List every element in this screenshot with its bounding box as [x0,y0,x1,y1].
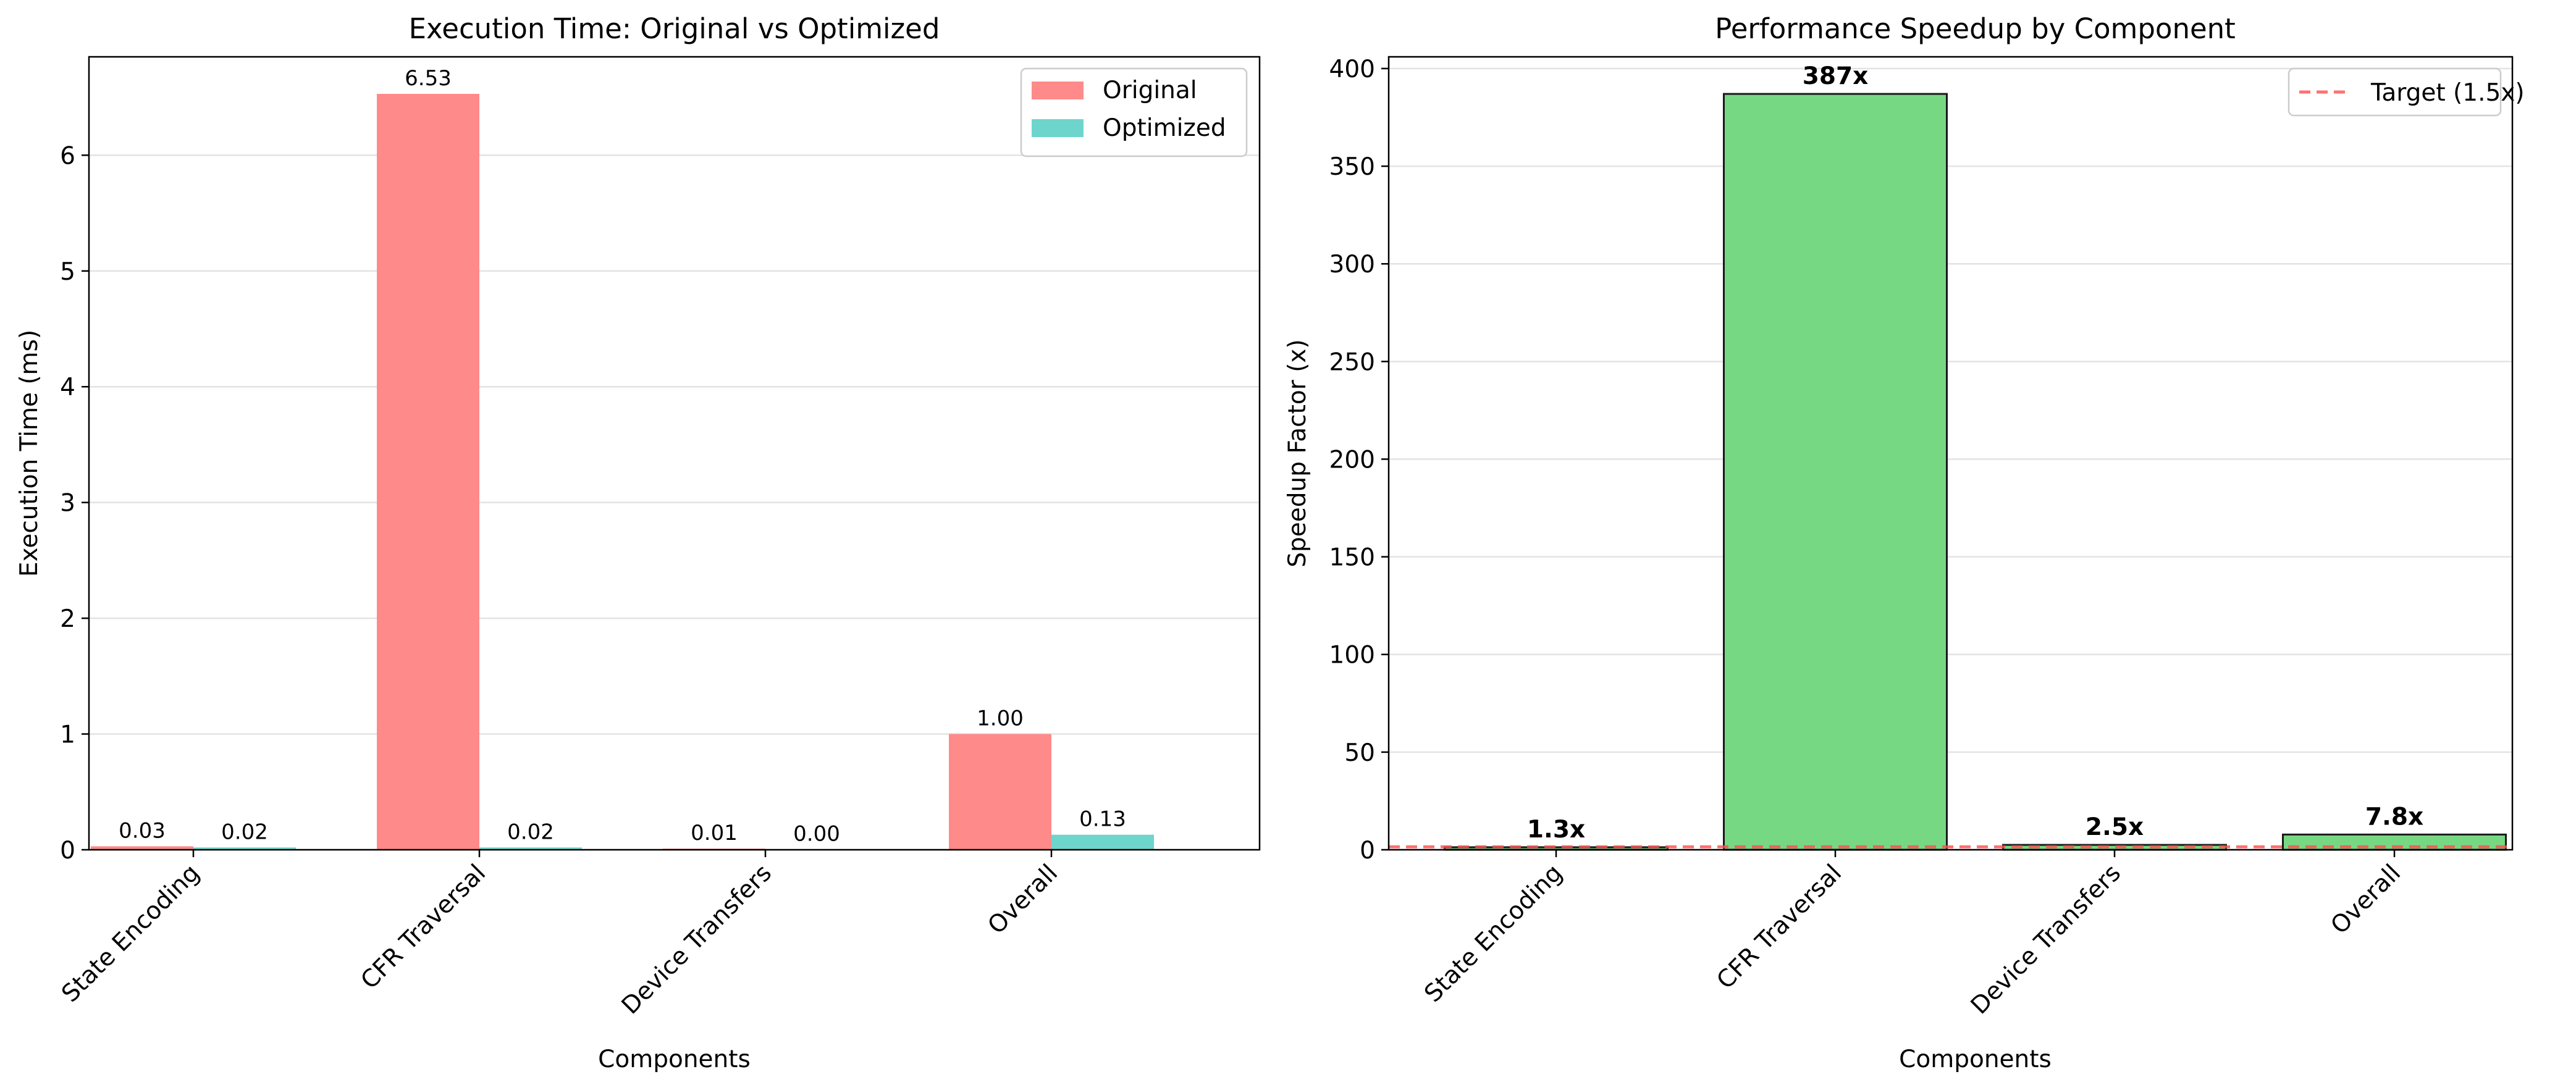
y-tick-label: 0 [60,837,75,865]
chart-title: Execution Time: Original vs Optimized [409,12,940,45]
legend-label-original: Original [1103,77,1197,104]
y-tick-label: 150 [1329,544,1375,572]
y-tick-label: 1 [60,721,75,749]
y-axis-label: Speedup Factor (x) [1284,339,1311,567]
bar-optimized-state-encoding [193,847,296,850]
y-axis-label: Execution Time (ms) [15,330,43,577]
data-label: 1.00 [977,706,1024,731]
bar-original-overall [949,734,1051,850]
legend-swatch-original [1032,82,1084,99]
data-label: 0.00 [793,821,840,846]
plot-frame [1387,56,2514,851]
y-tick-label: 400 [1329,56,1375,83]
y-tick-label: 0 [1360,837,1375,865]
y-tick-label: 4 [60,374,75,401]
x-axis-label: Components [1899,1046,2052,1073]
y-tick-label: 350 [1329,153,1375,181]
y-tick-label: 3 [60,490,75,518]
data-label: 0.02 [507,820,554,844]
data-label: 2.5x [2086,813,2144,841]
bar-speedup-cfr-traversal [1723,93,1948,851]
x-axis-label: Components [598,1046,751,1073]
y-tick-label: 2 [60,605,75,633]
legend-box [2288,67,2502,117]
legend-label-optimized: Optimized [1103,114,1226,142]
data-label: 0.03 [119,818,166,843]
y-tick-label: 300 [1329,251,1375,279]
plot-frame [88,56,1261,851]
data-label: 7.8x [2365,803,2423,831]
y-tick-label: 50 [1344,739,1375,767]
data-label: 0.13 [1079,807,1126,832]
bar-optimized-overall [1051,834,1154,850]
chart-title: Performance Speedup by Component [1715,12,2236,45]
legend-label-target: Target (1.5x) [2370,79,2525,107]
legend-swatch-optimized [1032,119,1084,137]
y-tick-label: 200 [1329,446,1375,474]
y-tick-label: 100 [1329,642,1375,669]
y-tick-label: 5 [60,258,75,286]
bar-optimized-cfr-traversal [479,847,582,850]
legend: Target (1.5x) [2288,67,2525,117]
data-label: 0.02 [221,820,268,844]
data-label: 6.53 [405,66,452,91]
y-tick-label: 250 [1329,348,1375,376]
data-label: 0.01 [691,821,738,845]
bar-original-state-encoding [91,846,193,850]
legend: Original Optimized [1020,67,1248,157]
bar-original-cfr-traversal [377,93,479,850]
y-tick-label: 6 [60,142,75,170]
data-label: 387x [1803,62,1869,90]
data-label: 1.3x [1527,816,1585,844]
speedup-chart: 1.3x 387x 2.5x 7.8x 0 50 100 150 200 250 300 350 40… [1284,12,2525,1073]
